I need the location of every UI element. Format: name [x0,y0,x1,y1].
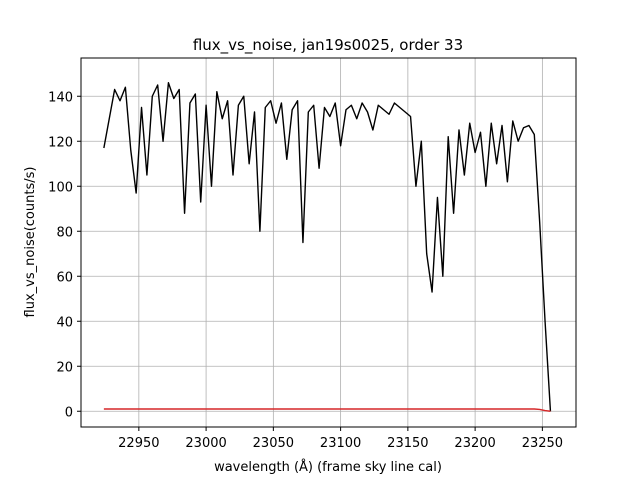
y-tick-label: 100 [48,180,73,195]
y-tick-label: 80 [56,225,73,240]
data-line [103,408,551,412]
x-tick-label: 23000 [185,436,226,451]
x-tick-label: 22950 [118,436,159,451]
y-tick-label: 140 [48,90,73,105]
chart-title: flux_vs_noise, jan19s0025, order 33 [193,36,463,55]
data-line [103,82,552,412]
y-tick-label: 60 [56,270,73,285]
y-tick-label: 120 [48,135,73,150]
plot-frame [80,57,577,428]
x-tick-label: 23150 [387,436,428,451]
y-axis-label: flux_vs_noise(counts/s) [23,167,38,318]
x-tick-label: 23100 [320,436,361,451]
x-axis-label: wavelength (Å) (frame sky line cal) [214,459,442,475]
y-tick-label: 0 [65,405,73,420]
x-tick-label: 23050 [253,436,294,451]
x-tick-label: 23250 [522,436,563,451]
y-tick-label: 20 [56,360,73,375]
x-tick-label: 23200 [454,436,495,451]
y-tick-label: 40 [56,315,73,330]
